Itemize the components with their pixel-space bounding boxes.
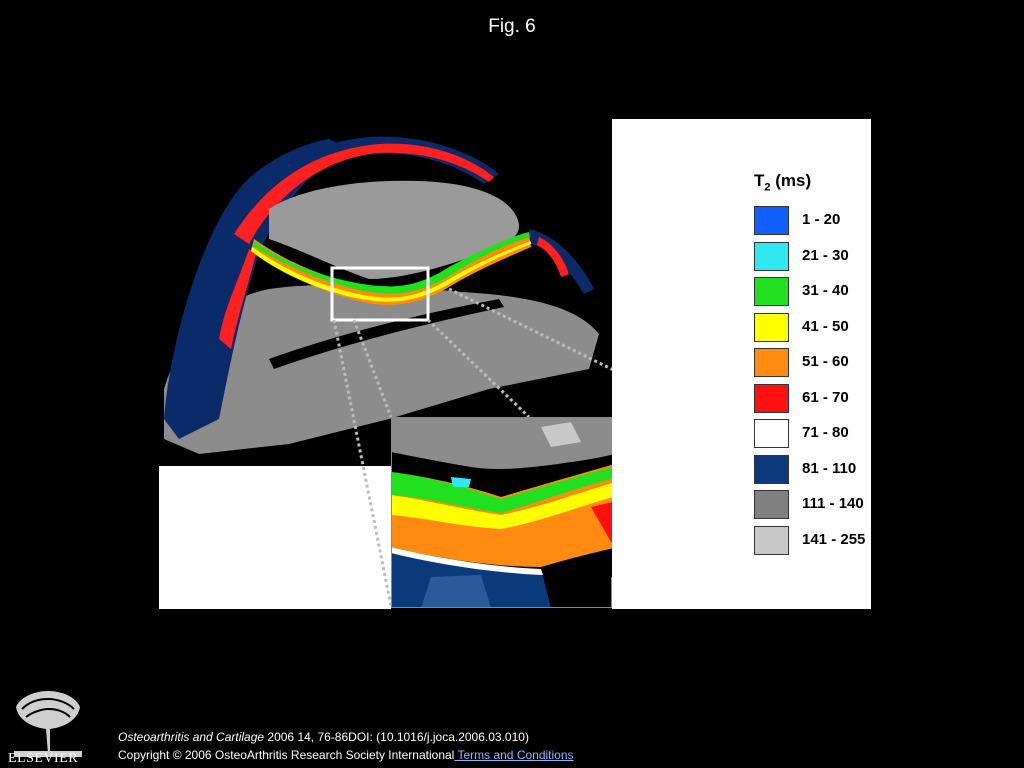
knee-cartilage-t2-map-icon [159,136,710,609]
figure-title: Fig. 6 [488,16,536,37]
legend-label: 31 - 40 [802,282,849,299]
terms-link[interactable]: Terms and Conditions [454,748,574,762]
citation: Osteoarthritis and Cartilage 2006 14, 76… [118,730,529,744]
publisher-name: ELSEVIER [8,751,79,766]
legend-label: 71 - 80 [802,424,849,441]
journal-name: Osteoarthritis and Cartilage [118,730,265,744]
legend-title-sub: 2 [764,181,771,194]
legend-label: 141 - 255 [802,530,866,548]
legend-title-unit: (ms) [770,171,812,190]
legend-swatch [754,206,789,235]
legend-swatch [754,241,789,271]
legend-title: T2 (ms) [754,171,811,193]
copyright-text: Copyright © 2006 OsteoArthritis Research… [118,748,455,762]
legend-label: 21 - 30 [802,246,849,264]
elsevier-logo-icon [10,689,86,759]
legend-label: 41 - 50 [802,317,849,335]
legend-label: 81 - 110 [802,459,857,477]
legend-swatch [754,419,789,448]
legend-swatch [754,525,789,555]
legend-label: 51 - 60 [802,353,849,370]
legend-swatch [754,312,789,342]
copyright: Copyright © 2006 OsteoArthritis Research… [118,748,574,762]
legend-swatch [754,454,789,484]
legend-swatch [754,490,789,519]
t2-legend: T2 (ms) 1 - 20 21 - 30 31 - 40 41 - 50 51 - … [612,119,871,609]
legend-swatch [754,348,789,377]
legend-label: 1 - 20 [802,211,841,228]
citation-details: 2006 14, 76-86DOI: (10.1016/j.joca.2006.… [264,730,529,744]
legend-swatch [754,383,789,413]
legend-swatch [754,277,789,306]
legend-label: 61 - 70 [802,388,849,406]
legend-label: 111 - 140 [802,495,864,512]
legend-title-main: T [754,171,765,190]
